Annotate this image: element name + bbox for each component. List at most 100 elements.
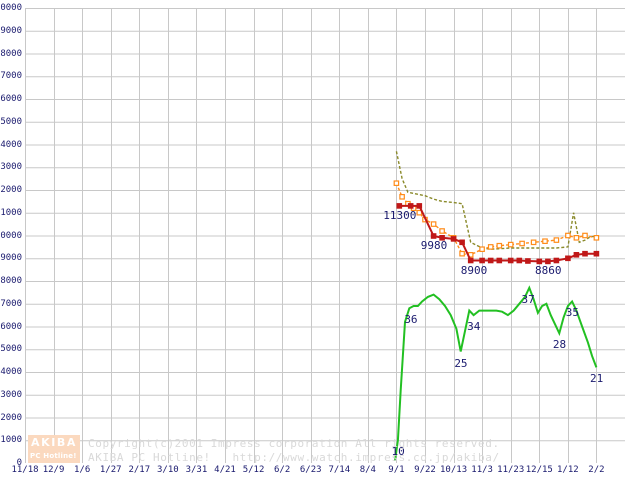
y-tick-label: 15000 <box>0 116 22 127</box>
series-marker-min-price <box>496 257 503 264</box>
series-line-shop-count <box>394 285 598 461</box>
series-marker-avg-price <box>459 250 465 257</box>
series-marker-avg-price <box>530 239 537 246</box>
y-tick-label: 7000 <box>0 298 22 309</box>
series-marker-min-price <box>545 258 551 265</box>
x-tick-label: 3/10 <box>157 465 179 475</box>
y-tick-label: 3000 <box>0 389 22 400</box>
x-tick-label: 10/13 <box>440 465 468 475</box>
series-marker-avg-price <box>487 244 494 250</box>
series-marker-min-price <box>565 255 571 262</box>
x-tick-label: 11/23 <box>497 465 525 475</box>
series-marker-min-price <box>536 258 543 265</box>
series-marker-avg-price <box>553 237 560 243</box>
series-marker-avg-price <box>496 242 503 249</box>
series-marker-min-price <box>582 250 588 257</box>
y-tick-label: 18000 <box>0 48 22 59</box>
data-label: 28 <box>552 338 567 352</box>
data-label: 25 <box>454 356 468 370</box>
x-tick-label: 8/4 <box>359 465 376 475</box>
x-tick-label: 9/22 <box>414 465 436 475</box>
watermark-line-1: Copyright(c)2001 Impress corporation All… <box>88 437 500 450</box>
series-marker-avg-price <box>479 246 485 253</box>
series-marker-avg-price <box>507 241 514 248</box>
watermark-line-2: AKIBA PC Hotline! http://www.watch.impre… <box>88 451 500 464</box>
data-label: 11300 <box>383 208 417 222</box>
series-marker-avg-price <box>582 232 588 239</box>
series-marker-min-price <box>479 257 485 264</box>
series-marker-avg-price <box>393 180 400 187</box>
series-marker-avg-price <box>439 228 445 234</box>
series-marker-avg-price <box>542 238 548 245</box>
logo-top-text: AKIBA <box>31 436 78 449</box>
series-marker-min-price <box>450 236 457 242</box>
x-tick-label: 3/31 <box>185 465 208 475</box>
y-tick-label: 13000 <box>0 162 22 173</box>
series-marker-avg-price <box>565 232 571 239</box>
y-tick-label: 19000 <box>0 25 22 36</box>
y-tick-label: 2000 <box>0 412 22 423</box>
series-marker-avg-price <box>593 235 600 241</box>
y-tick-label: 9000 <box>0 253 22 264</box>
y-tick-label: 5000 <box>0 344 22 355</box>
data-label: 9980 <box>420 238 448 252</box>
series-marker-min-price <box>430 233 437 239</box>
series-marker-min-price <box>416 203 423 209</box>
y-tick-label: 6000 <box>0 321 22 332</box>
data-label: 36 <box>404 313 418 327</box>
series-marker-min-price <box>407 203 414 209</box>
series-marker-avg-price <box>519 240 525 247</box>
data-label: 35 <box>565 306 579 320</box>
y-tick-label: 16000 <box>0 94 22 104</box>
series-marker-min-price <box>525 258 531 264</box>
y-tick-label: 14000 <box>0 139 22 150</box>
x-tick-label: 7/14 <box>328 465 351 475</box>
x-tick-label: 1/12 <box>557 465 579 475</box>
gridlines <box>25 8 625 463</box>
watermark: AKIBA PC Hotline! Copyright(c)2001 Impre… <box>28 435 628 467</box>
data-label: 21 <box>590 372 604 386</box>
x-tick-label: 6/2 <box>274 465 291 475</box>
data-label: 8900 <box>460 263 488 277</box>
y-tick-label: 12000 <box>0 185 22 195</box>
x-tick-label: 11/18 <box>11 465 39 475</box>
y-tick-label: 20000 <box>0 3 22 13</box>
x-tick-label: 2/17 <box>128 465 151 475</box>
logo-bottom-text: PC Hotline! <box>30 452 77 460</box>
data-label: 8860 <box>535 264 562 278</box>
series-marker-min-price <box>573 252 580 258</box>
series-marker-min-price <box>593 250 600 257</box>
data-series-group <box>393 151 600 461</box>
series-marker-avg-price <box>430 221 437 227</box>
series-marker-avg-price <box>399 194 405 200</box>
y-tick-label: 1000 <box>0 435 22 446</box>
x-tick-label: 11/3 <box>471 465 493 475</box>
series-marker-min-price <box>553 257 560 264</box>
logo-top-box <box>28 435 80 451</box>
akiba-logo: AKIBA PC Hotline! <box>28 435 80 463</box>
series-marker-min-price <box>467 257 474 264</box>
data-label: 10 <box>391 445 405 459</box>
plot-area <box>25 8 625 463</box>
x-tick-label: 5/12 <box>242 465 265 475</box>
x-tick-label: 6/23 <box>299 465 322 475</box>
data-label: 34 <box>467 320 481 334</box>
y-tick-label: 17000 <box>0 71 22 82</box>
series-marker-min-price <box>396 203 403 209</box>
series-line-max-price <box>395 151 597 250</box>
y-tick-label: 0 <box>16 458 22 468</box>
x-tick-label: 4/21 <box>214 465 236 475</box>
x-tick-label: 9/1 <box>388 465 405 475</box>
series-marker-min-price <box>459 239 465 246</box>
y-tick-label: 8000 <box>0 276 22 286</box>
series-marker-min-price <box>439 235 445 241</box>
x-tick-label: 2/2 <box>588 465 605 475</box>
x-tick-label: 1/27 <box>99 465 122 475</box>
series-marker-avg-price <box>573 235 580 241</box>
x-tick-label: 12/9 <box>42 465 65 475</box>
y-tick-label: 11000 <box>0 207 22 218</box>
x-tick-label: 1/6 <box>74 465 91 475</box>
series-marker-min-price <box>507 257 514 264</box>
